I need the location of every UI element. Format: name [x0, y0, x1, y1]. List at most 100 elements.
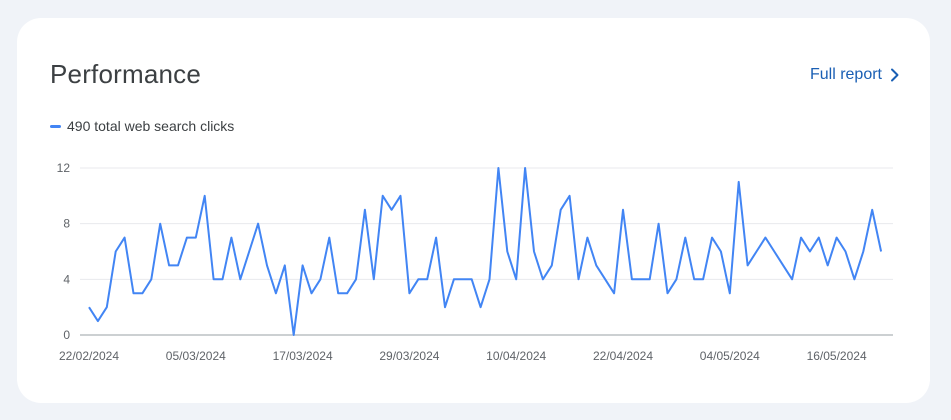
data-point[interactable]	[790, 277, 794, 281]
data-point[interactable]	[835, 236, 839, 240]
data-point[interactable]	[514, 277, 518, 281]
data-point[interactable]	[132, 291, 136, 295]
data-point[interactable]	[470, 277, 474, 281]
data-point[interactable]	[185, 236, 189, 240]
data-point[interactable]	[861, 250, 865, 254]
data-point[interactable]	[158, 222, 162, 226]
data-point[interactable]	[666, 291, 670, 295]
data-point[interactable]	[381, 194, 385, 198]
data-point[interactable]	[345, 291, 349, 295]
data-point[interactable]	[594, 263, 598, 267]
data-point[interactable]	[461, 277, 465, 281]
data-point[interactable]	[781, 263, 785, 267]
performance-card: Performance Full report 490 total web se…	[17, 18, 930, 403]
data-point[interactable]	[140, 291, 144, 295]
data-point[interactable]	[452, 277, 456, 281]
data-point[interactable]	[568, 194, 572, 198]
data-point[interactable]	[710, 236, 714, 240]
data-point[interactable]	[265, 263, 269, 267]
data-point[interactable]	[719, 250, 723, 254]
data-point[interactable]	[701, 277, 705, 281]
data-point[interactable]	[283, 263, 287, 267]
data-point[interactable]	[336, 291, 340, 295]
data-point[interactable]	[683, 236, 687, 240]
data-point[interactable]	[407, 291, 411, 295]
data-point[interactable]	[416, 277, 420, 281]
data-point[interactable]	[657, 222, 661, 226]
data-point[interactable]	[737, 180, 741, 184]
data-point[interactable]	[256, 222, 260, 226]
data-point[interactable]	[176, 263, 180, 267]
data-point[interactable]	[755, 250, 759, 254]
data-point[interactable]	[212, 277, 216, 281]
data-point[interactable]	[274, 291, 278, 295]
data-point[interactable]	[505, 250, 509, 254]
data-point[interactable]	[87, 305, 91, 309]
y-tick-label: 8	[63, 217, 70, 231]
data-point[interactable]	[523, 166, 527, 170]
data-point[interactable]	[443, 305, 447, 309]
x-tick-label: 17/03/2024	[273, 349, 333, 363]
data-point[interactable]	[434, 236, 438, 240]
data-point[interactable]	[194, 236, 198, 240]
data-point[interactable]	[630, 277, 634, 281]
data-point[interactable]	[425, 277, 429, 281]
y-tick-label: 0	[63, 328, 70, 342]
data-point[interactable]	[585, 236, 589, 240]
data-point[interactable]	[746, 263, 750, 267]
data-point[interactable]	[390, 208, 394, 212]
data-point[interactable]	[203, 194, 207, 198]
data-point[interactable]	[221, 277, 225, 281]
data-point[interactable]	[826, 263, 830, 267]
data-point[interactable]	[247, 250, 251, 254]
data-point[interactable]	[879, 250, 883, 254]
data-point[interactable]	[639, 277, 643, 281]
data-point[interactable]	[488, 277, 492, 281]
full-report-link[interactable]: Full report	[810, 66, 900, 84]
data-point[interactable]	[808, 250, 812, 254]
data-point[interactable]	[674, 277, 678, 281]
data-point[interactable]	[870, 208, 874, 212]
x-tick-label: 10/04/2024	[486, 349, 546, 363]
data-point[interactable]	[301, 263, 305, 267]
data-point[interactable]	[479, 305, 483, 309]
data-point[interactable]	[763, 236, 767, 240]
data-point[interactable]	[292, 333, 296, 337]
data-point[interactable]	[541, 277, 545, 281]
data-point[interactable]	[167, 263, 171, 267]
data-point[interactable]	[612, 291, 616, 295]
data-point[interactable]	[399, 194, 403, 198]
data-point[interactable]	[363, 208, 367, 212]
data-point[interactable]	[238, 277, 242, 281]
data-point[interactable]	[852, 277, 856, 281]
data-point[interactable]	[621, 208, 625, 212]
data-point[interactable]	[532, 250, 536, 254]
x-tick-label: 05/03/2024	[166, 349, 226, 363]
data-point[interactable]	[728, 291, 732, 295]
data-point[interactable]	[354, 277, 358, 281]
data-point[interactable]	[105, 305, 109, 309]
data-point[interactable]	[114, 250, 118, 254]
data-point[interactable]	[772, 250, 776, 254]
data-point[interactable]	[372, 277, 376, 281]
data-point[interactable]	[310, 291, 314, 295]
data-point[interactable]	[318, 277, 322, 281]
data-point[interactable]	[229, 236, 233, 240]
data-point[interactable]	[550, 263, 554, 267]
data-point[interactable]	[559, 208, 563, 212]
data-point[interactable]	[496, 166, 500, 170]
data-point[interactable]	[96, 319, 100, 323]
data-point[interactable]	[817, 236, 821, 240]
data-point[interactable]	[844, 250, 848, 254]
data-point[interactable]	[603, 277, 607, 281]
y-tick-label: 12	[57, 161, 71, 175]
data-point[interactable]	[327, 236, 331, 240]
data-point[interactable]	[123, 236, 127, 240]
y-tick-label: 4	[63, 272, 70, 286]
data-point[interactable]	[799, 236, 803, 240]
data-point[interactable]	[692, 277, 696, 281]
data-point[interactable]	[149, 277, 153, 281]
data-point[interactable]	[577, 277, 581, 281]
data-point[interactable]	[648, 277, 652, 281]
